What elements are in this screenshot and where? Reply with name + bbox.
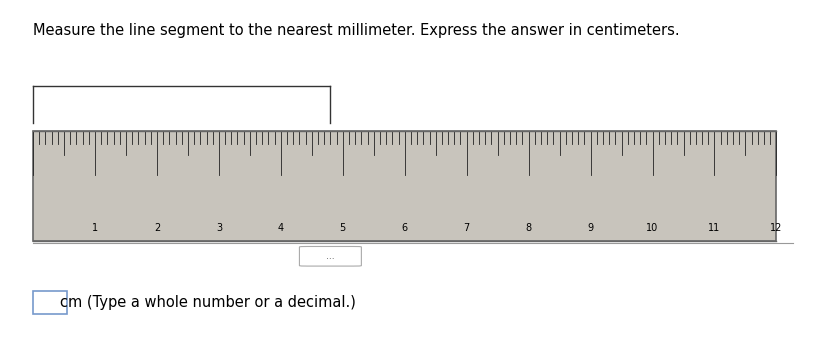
Text: ...: ... bbox=[326, 252, 335, 261]
Text: 11: 11 bbox=[709, 223, 720, 233]
Text: 10: 10 bbox=[647, 223, 658, 233]
Bar bbox=[33, 131, 776, 241]
Text: 2: 2 bbox=[154, 223, 160, 233]
Text: 1: 1 bbox=[92, 223, 98, 233]
Text: 5: 5 bbox=[339, 223, 346, 233]
Text: 6: 6 bbox=[401, 223, 408, 233]
Text: 4: 4 bbox=[278, 223, 284, 233]
Text: 7: 7 bbox=[463, 223, 470, 233]
Text: 3: 3 bbox=[216, 223, 222, 233]
Bar bbox=[33, 291, 67, 314]
Text: 12: 12 bbox=[771, 223, 782, 233]
Text: 9: 9 bbox=[587, 223, 594, 233]
Text: cm (Type a whole number or a decimal.): cm (Type a whole number or a decimal.) bbox=[60, 295, 356, 310]
Text: 8: 8 bbox=[525, 223, 532, 233]
Text: Measure the line segment to the nearest millimeter. Express the answer in centim: Measure the line segment to the nearest … bbox=[33, 23, 680, 39]
FancyBboxPatch shape bbox=[300, 246, 362, 266]
